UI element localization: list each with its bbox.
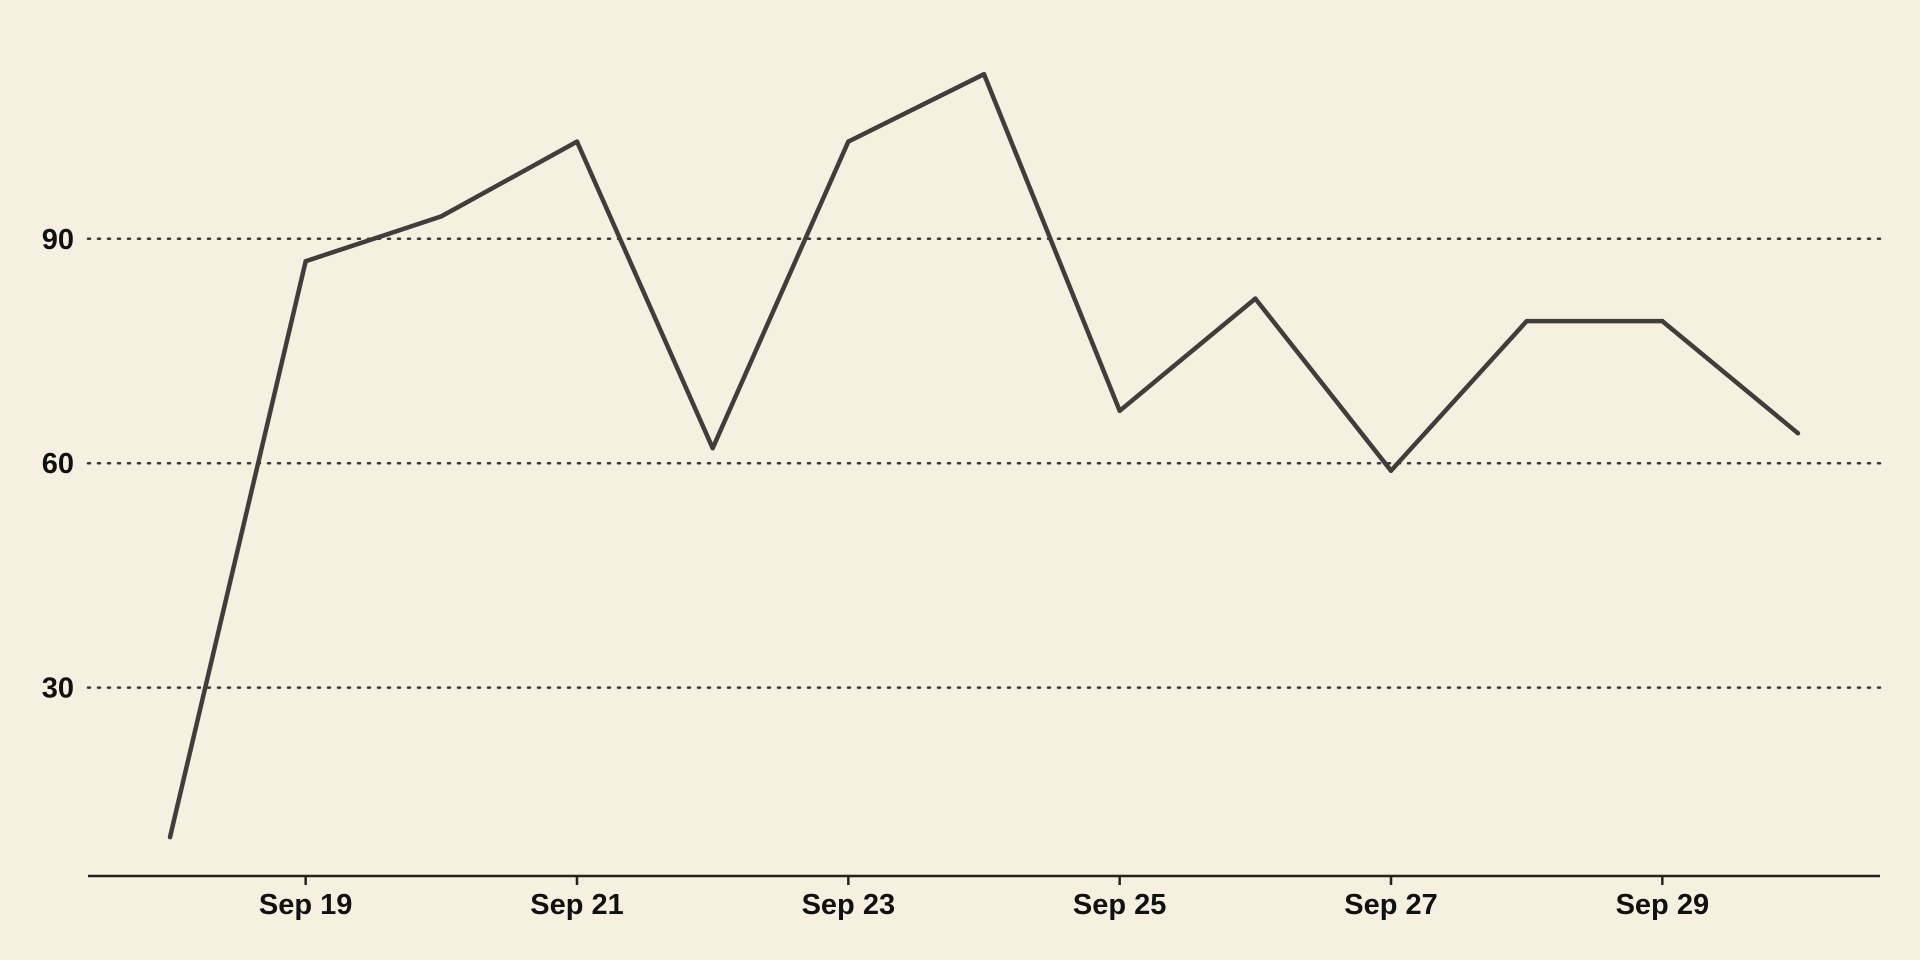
y-axis-ticks: 30 60 90 <box>42 224 74 705</box>
y-tick-label: 90 <box>42 224 74 256</box>
data-point-2024-09-21 <box>574 139 580 144</box>
y-tick-label: 30 <box>42 673 74 705</box>
data-point-2024-09-24 <box>981 72 987 77</box>
data-point-2024-09-26 <box>1253 296 1258 301</box>
x-tick-label: Sep 21 <box>530 889 624 921</box>
data-point-2024-09-29 <box>1660 318 1665 324</box>
data-point-2024-09-20 <box>439 214 444 219</box>
x-tick-label: Sep 23 <box>802 889 896 921</box>
data-point-2024-09-18 <box>167 835 173 840</box>
data-point-2024-09-22 <box>710 446 715 451</box>
data-point-2024-09-28 <box>1524 318 1529 324</box>
data-point-2024-09-30 <box>1795 431 1801 436</box>
data-point-2024-09-27 <box>1388 468 1394 473</box>
x-tick-label: Sep 29 <box>1616 889 1710 921</box>
x-axis-ticks: Sep 19 Sep 21 Sep 23 Sep 25 Sep 27 Sep 29 <box>259 876 1709 921</box>
data-point-2024-09-23 <box>846 139 851 144</box>
x-tick-label: Sep 19 <box>259 889 353 921</box>
data-point-2024-09-25 <box>1117 408 1122 413</box>
x-tick-label: Sep 27 <box>1344 889 1438 921</box>
x-tick-label: Sep 25 <box>1073 889 1167 921</box>
data-points <box>167 72 1801 840</box>
y-tick-label: 60 <box>42 448 74 480</box>
data-point-2024-09-19 <box>303 259 308 264</box>
